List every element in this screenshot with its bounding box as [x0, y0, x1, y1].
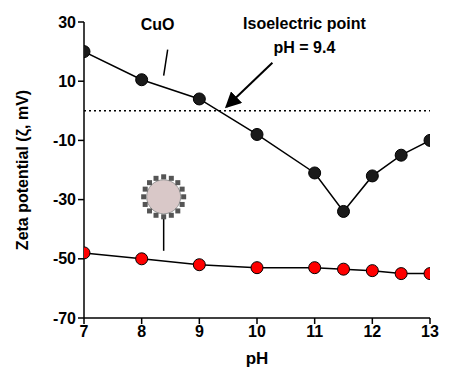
svg-text:9: 9 [195, 323, 204, 340]
svg-text:pH: pH [246, 349, 269, 368]
svg-text:8: 8 [137, 323, 146, 340]
svg-text:13: 13 [421, 323, 439, 340]
svg-text:Zeta potential (ζ, mV): Zeta potential (ζ, mV) [14, 90, 32, 250]
svg-text:10: 10 [58, 73, 76, 90]
svg-text:12: 12 [363, 323, 381, 340]
svg-text:10: 10 [248, 323, 266, 340]
svg-text:-70: -70 [53, 310, 76, 327]
svg-text:pH = 9.4: pH = 9.4 [273, 39, 335, 56]
svg-text:-50: -50 [53, 250, 76, 267]
svg-text:-10: -10 [53, 132, 76, 149]
svg-text:-30: -30 [53, 191, 76, 208]
svg-text:Isoelectric point: Isoelectric point [243, 15, 366, 32]
svg-text:CuO: CuO [141, 16, 175, 33]
svg-text:30: 30 [58, 14, 76, 31]
svg-text:11: 11 [306, 323, 323, 340]
svg-text:7: 7 [80, 323, 89, 340]
